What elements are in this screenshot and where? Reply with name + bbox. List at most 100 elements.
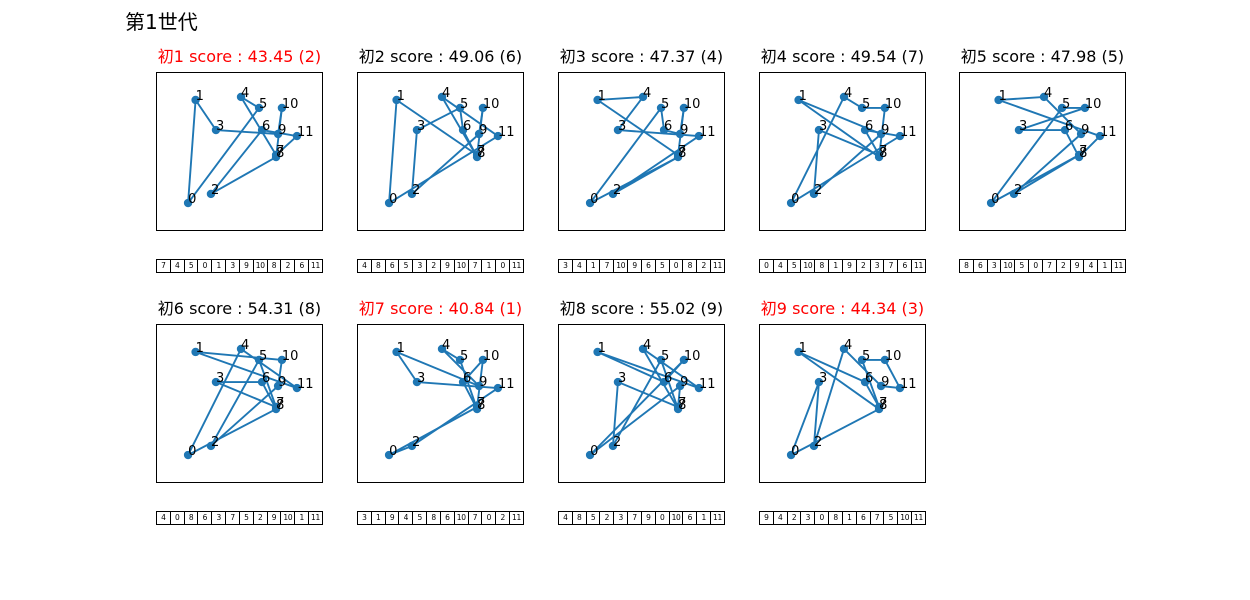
city-label: 10	[885, 349, 902, 364]
route-segment	[812, 129, 820, 195]
city-point	[412, 377, 422, 387]
city-label: 4	[1044, 86, 1052, 101]
tour-cell: 6	[897, 260, 911, 272]
city-label: 6	[262, 119, 270, 134]
route-segment	[790, 408, 881, 456]
city-point	[608, 441, 618, 451]
route-segment	[596, 99, 680, 156]
city-label: 5	[259, 97, 267, 112]
city-point	[1009, 189, 1019, 199]
tour-cell: 3	[225, 260, 239, 272]
city-label: 10	[1085, 97, 1102, 112]
tour-cell: 5	[398, 260, 412, 272]
tour-cell: 9	[1069, 260, 1084, 272]
route-segment	[240, 348, 298, 390]
city-label: 0	[590, 444, 598, 459]
tour-cell: 5	[412, 512, 426, 524]
tour-cell: 3	[211, 512, 225, 524]
individual-panel: 初6 score : 54.31 (8) 0 1 2 3 4 5 6 7 8 9 10 11 4 0 8 6 3 7…	[136, 299, 343, 525]
tour-cell: 8	[370, 260, 385, 272]
city-label: 3	[216, 119, 224, 134]
city-point	[271, 152, 281, 162]
city-label: 7	[678, 144, 686, 159]
city-point	[673, 404, 683, 414]
tour-cell: 8	[682, 260, 696, 272]
route-segment	[410, 129, 418, 195]
tour-sequence: 0 4 5 10 8 1 9 2 3 7 6 11	[759, 259, 926, 273]
tour-cell: 10	[897, 512, 911, 524]
city-point	[986, 198, 996, 208]
tour-cell: 4	[563, 513, 568, 522]
city-point	[458, 377, 468, 387]
route-segment	[209, 385, 280, 447]
tour-cell: 2	[786, 512, 801, 524]
city-label: 7	[477, 396, 485, 411]
city-label: 0	[389, 192, 397, 207]
tour-cell: 8	[828, 512, 842, 524]
city-label: 6	[1065, 119, 1073, 134]
tour-cell: 5	[585, 512, 600, 524]
city-point	[236, 92, 246, 102]
panel-title: 初5 score : 47.98 (5)	[960, 47, 1125, 66]
tour-cell: 10	[613, 260, 627, 272]
city-point	[236, 344, 246, 354]
tour-cell: 4	[362, 261, 367, 270]
city-point	[1057, 103, 1067, 113]
route-segment	[441, 96, 499, 138]
tour-cell: 3	[800, 512, 814, 524]
route-segment	[596, 351, 665, 383]
route-segment	[617, 129, 700, 138]
city-point	[857, 103, 867, 113]
city-label: 10	[282, 349, 299, 364]
tour-cell: 8	[814, 260, 828, 272]
route-segment	[441, 348, 481, 387]
city-label: 7	[879, 396, 887, 411]
tour-cell: 4	[398, 512, 412, 524]
city-point	[659, 377, 669, 387]
city-label: 7	[477, 144, 485, 159]
route-segment	[790, 381, 820, 456]
tour-cell: 10	[453, 260, 468, 272]
city-label: 3	[618, 371, 626, 386]
tour-cell: 11	[509, 512, 523, 524]
route-segment	[818, 129, 881, 156]
city-point	[271, 404, 281, 414]
route-segment	[395, 351, 418, 383]
route-segment	[459, 358, 479, 411]
tour-cell: 2	[252, 512, 267, 524]
tour-cell: 5	[183, 260, 198, 272]
tour-cell: 9	[384, 512, 399, 524]
city-label: 10	[282, 97, 299, 112]
city-label: 11	[498, 377, 515, 392]
panel-title: 初1 score : 43.45 (2)	[157, 47, 322, 66]
tour-cell: 3	[563, 261, 568, 270]
city-point	[874, 152, 884, 162]
city-point	[1074, 152, 1084, 162]
page-title: 第1世代	[125, 10, 198, 34]
route-segment	[797, 351, 866, 383]
route-segment	[209, 358, 260, 447]
tour-cell: 7	[467, 260, 482, 272]
tour-cell: 9	[238, 260, 253, 272]
city-label: 2	[1014, 183, 1022, 198]
city-label: 7	[678, 396, 686, 411]
city-label: 5	[862, 97, 870, 112]
tour-cell: 1	[585, 260, 600, 272]
tour-cell: 6	[197, 512, 211, 524]
tour-cell: 4	[161, 513, 166, 522]
city-point	[638, 344, 648, 354]
tour-cell: 6	[294, 260, 308, 272]
city-label: 1	[799, 341, 807, 356]
city-label: 8	[1079, 146, 1087, 161]
city-label: 4	[844, 338, 852, 353]
tour-cell: 1	[481, 260, 495, 272]
tour-cell: 4	[571, 260, 586, 272]
city-label: 10	[684, 349, 701, 364]
city-point	[860, 377, 870, 387]
city-point	[206, 441, 216, 451]
city-point	[814, 125, 824, 135]
city-label: 5	[1062, 97, 1070, 112]
route-segment	[1012, 133, 1083, 195]
route-segment	[258, 358, 278, 408]
tour-cell: 7	[883, 260, 897, 272]
